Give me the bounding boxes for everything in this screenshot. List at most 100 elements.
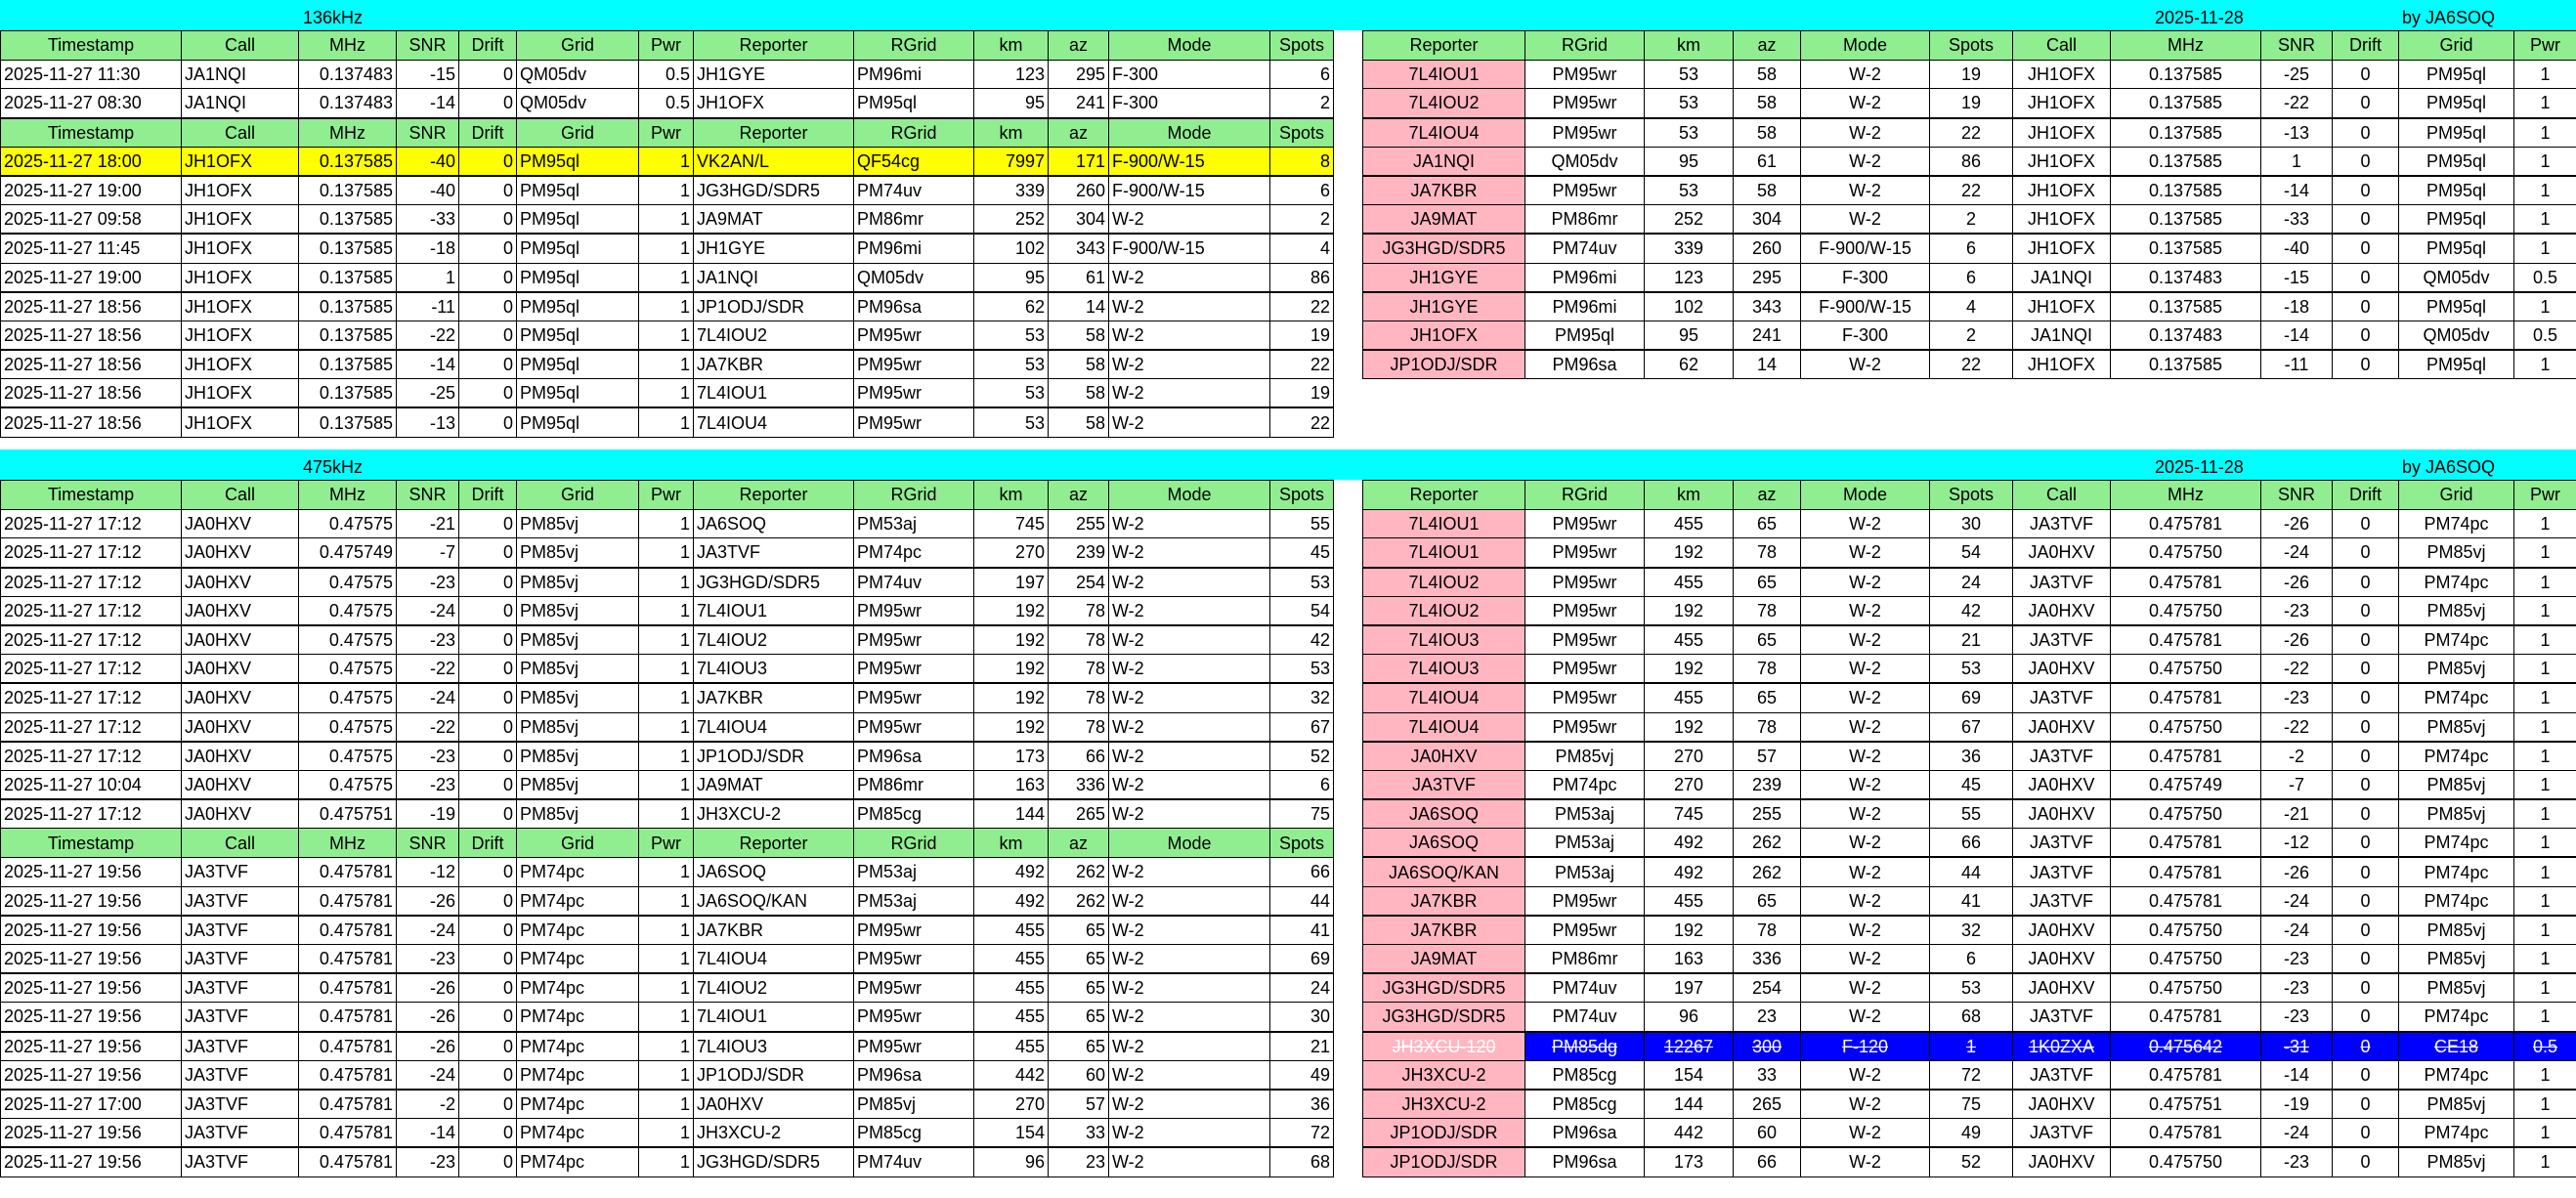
column-header[interactable]: Grid xyxy=(516,117,639,148)
column-header[interactable]: SNR xyxy=(396,117,459,148)
column-header[interactable]: Drift xyxy=(458,828,517,858)
column-header[interactable]: Pwr xyxy=(2513,480,2576,510)
column-header[interactable]: az xyxy=(1048,117,1109,148)
column-header[interactable]: Pwr xyxy=(638,828,694,858)
table-row[interactable]: 2025-11-27 11:45 JH1OFX 0.137585 -18 0 PM95ql… xyxy=(0,233,1334,264)
column-header[interactable]: RGrid xyxy=(853,480,974,510)
column-header[interactable]: MHz xyxy=(298,480,397,510)
table-row[interactable]: 2025-11-27 18:56 JH1OFX 0.137585 -13 0 PM95ql… xyxy=(0,406,1334,438)
column-header[interactable]: Call xyxy=(2012,30,2111,61)
column-header[interactable]: Mode xyxy=(1108,30,1270,61)
table-row[interactable]: 2025-11-27 17:12 JA0HXV 0.47575 -24 0 PM85vj 1… xyxy=(0,595,1334,626)
column-header[interactable]: SNR xyxy=(396,480,459,510)
column-header[interactable]: km xyxy=(973,480,1049,510)
table-row[interactable]: 2025-11-27 17:12 JA0HXV 0.47575 -22 0 PM85vj 1… xyxy=(0,654,1334,685)
table-row[interactable]: JH3XCU-2 PM85cg 144 265 W-2 75 JA0HXV 0.475751-… xyxy=(1362,1089,2576,1120)
column-header[interactable]: Mode xyxy=(1108,480,1270,510)
column-header[interactable]: Drift xyxy=(2332,30,2399,61)
table-row[interactable]: 2025-11-27 17:12 JA0HXV 0.47575 -24 0 PM85vj 1… xyxy=(0,682,1334,713)
column-header[interactable]: Pwr xyxy=(638,30,694,61)
column-header[interactable]: az xyxy=(1733,480,1801,510)
column-header[interactable]: MHz xyxy=(298,828,397,858)
table-row[interactable]: 2025-11-27 19:00 JH1OFX 0.137585 -40 0 PM95ql… xyxy=(0,175,1334,206)
column-header[interactable]: Drift xyxy=(458,30,517,61)
column-header[interactable]: RGrid xyxy=(853,117,974,148)
table-row[interactable]: 7L4IOU4 PM95wr 192 78 W-2 67 JA0HXV 0.475750 -22… xyxy=(1362,711,2576,743)
table-row[interactable]: JH1OFX PM95ql 95 241 F-300 2 JA1NQI 0.137483 -14… xyxy=(1362,320,2576,352)
column-header[interactable]: RGrid xyxy=(853,30,974,61)
table-row[interactable]: JA6SOQ PM53aj 492 262 W-2 66 JA3TVF 0.475781 -12… xyxy=(1362,828,2576,859)
table-row[interactable]: JA1NQI QM05dv 95 61 W-2 86 JH1OFX 0.137585 1 0 PM9… xyxy=(1362,146,2576,177)
table-row[interactable]: 2025-11-27 17:12 JA0HXV 0.475751 -19 0 PM85vj… xyxy=(0,798,1334,830)
column-header[interactable]: az xyxy=(1048,480,1109,510)
column-header[interactable]: km xyxy=(973,30,1049,61)
column-header[interactable]: MHz xyxy=(298,117,397,148)
table-row[interactable]: 7L4IOU2 PM95wr 53 58 W-2 19 JH1OFX 0.137585 -22 0… xyxy=(1362,88,2576,119)
column-header[interactable]: Timestamp xyxy=(0,480,182,510)
table-row[interactable]: JA7KBR PM95wr 192 78 W-2 32 JA0HXV 0.475750 -24 0… xyxy=(1362,915,2576,945)
column-header[interactable]: Spots xyxy=(1269,117,1334,148)
table-row[interactable]: 2025-11-27 18:56 JH1OFX 0.137585 -14 0 PM95ql… xyxy=(0,349,1334,380)
column-header[interactable]: Call xyxy=(2012,480,2111,510)
column-header[interactable]: Call xyxy=(181,30,299,61)
column-header[interactable]: Mode xyxy=(1800,480,1930,510)
table-row[interactable]: JG3HGD/SDR5 PM74uv 339 260 F-900/W-15 6 JH1OFX… xyxy=(1362,233,2576,264)
table-row[interactable]: 7L4IOU1 PM95wr 53 58 W-2 19 JH1OFX 0.137585 -25 0… xyxy=(1362,59,2576,90)
column-header[interactable]: Timestamp xyxy=(0,828,182,858)
column-header[interactable]: km xyxy=(1644,30,1734,61)
table-row[interactable]: JA9MAT PM86mr 163 336 W-2 6 JA0HXV 0.475750 -23 0… xyxy=(1362,944,2576,975)
table-row[interactable]: JA7KBR PM95wr 455 65 W-2 41 JA3TVF 0.475781 -24 0… xyxy=(1362,885,2576,917)
column-header[interactable]: Spots xyxy=(1269,480,1334,510)
table-row[interactable]: JA7KBR PM95wr 53 58 W-2 22 JH1OFX 0.137585 -14 0 P… xyxy=(1362,175,2576,206)
column-header[interactable]: Spots xyxy=(1269,828,1334,858)
column-header[interactable]: SNR xyxy=(396,828,459,858)
table-row[interactable]: JG3HGD/SDR5 PM74uv 197 254 W-2 53 JA0HXV 0.4757… xyxy=(1362,972,2576,1004)
column-header[interactable]: Grid xyxy=(2398,30,2514,61)
table-row[interactable]: 7L4IOU1 PM95wr 192 78 W-2 54 JA0HXV 0.475750 -24… xyxy=(1362,537,2576,569)
table-row[interactable]: 7L4IOU4 PM95wr 455 65 W-2 69 JA3TVF 0.475781 -23… xyxy=(1362,682,2576,713)
column-header[interactable]: az xyxy=(1048,30,1109,61)
column-header[interactable]: MHz xyxy=(298,30,397,61)
table-row[interactable]: JA6SOQ/KAN PM53aj 492 262 W-2 44 JA3TVF 0.47578… xyxy=(1362,856,2576,887)
column-header[interactable]: km xyxy=(1644,480,1734,510)
column-header[interactable]: Mode xyxy=(1800,30,1930,61)
table-row[interactable]: 2025-11-27 19:56 JA3TVF 0.475781 -23 0 PM74pc… xyxy=(0,944,1334,975)
table-row[interactable]: 2025-11-27 08:30 JA1NQI 0.137483 -14 0 QM05dv… xyxy=(0,88,1334,119)
column-header[interactable]: SNR xyxy=(2260,480,2333,510)
column-header[interactable]: Reporter xyxy=(693,828,854,858)
table-row[interactable]: 7L4IOU1 PM95wr 455 65 W-2 30 JA3TVF 0.475781 -26… xyxy=(1362,508,2576,539)
column-header[interactable]: Reporter xyxy=(1362,480,1525,510)
table-row[interactable]: 2025-11-27 19:56 JA3TVF 0.475781 -24 0 PM74pc… xyxy=(0,1059,1334,1091)
column-header[interactable]: Pwr xyxy=(2513,30,2576,61)
column-header[interactable]: Grid xyxy=(516,30,639,61)
column-header[interactable]: Pwr xyxy=(638,117,694,148)
column-header[interactable]: SNR xyxy=(2260,30,2333,61)
table-row[interactable]: 2025-11-27 17:00 JA3TVF 0.475781 -2 0 PM74pc 1… xyxy=(0,1089,1334,1120)
column-header[interactable]: Timestamp xyxy=(0,30,182,61)
table-row[interactable]: 2025-11-27 19:00 JH1OFX 0.137585 1 0 PM95ql 1 J… xyxy=(0,262,1334,293)
table-row[interactable]: 2025-11-27 18:56 JH1OFX 0.137585 -11 0 PM95ql… xyxy=(0,291,1334,321)
column-header[interactable]: Grid xyxy=(516,828,639,858)
table-row[interactable]: JP1ODJ/SDR PM96sa 173 66 W-2 52 JA0HXV 0.475750… xyxy=(1362,1146,2576,1177)
column-header[interactable]: Reporter xyxy=(693,30,854,61)
table-row[interactable]: JH1GYE PM96mi 123 295 F-300 6 JA1NQI 0.137483 -1… xyxy=(1362,262,2576,293)
table-row[interactable]: 2025-11-27 11:30 JA1NQI 0.137483 -15 0 QM05dv… xyxy=(0,59,1334,90)
column-header[interactable]: Reporter xyxy=(693,117,854,148)
table-row[interactable]: 2025-11-27 19:56 JA3TVF 0.475781 -12 0 PM74pc… xyxy=(0,856,1334,887)
table-row[interactable]: 2025-11-27 18:56 JH1OFX 0.137585 -22 0 PM95ql… xyxy=(0,320,1334,352)
column-header[interactable]: Call xyxy=(181,117,299,148)
column-header[interactable]: az xyxy=(1733,30,1801,61)
table-row[interactable]: 7L4IOU3 PM95wr 455 65 W-2 21 JA3TVF 0.475781 -26… xyxy=(1362,624,2576,656)
column-header[interactable]: Grid xyxy=(516,480,639,510)
column-header[interactable]: km xyxy=(973,828,1049,858)
table-row[interactable]: JH3XCU-2 PM85cg 154 33 W-2 72 JA3TVF 0.475781 -1… xyxy=(1362,1059,2576,1091)
column-header[interactable]: Mode xyxy=(1108,117,1270,148)
table-row[interactable]: 2025-11-27 17:12 JA0HXV 0.47575 -23 0 PM85vj 1… xyxy=(0,567,1334,597)
column-header[interactable]: RGrid xyxy=(853,828,974,858)
table-row[interactable]: JH3XCU-120 PM85dg 12267 300 F-120 1 1K0ZXA 0.47… xyxy=(1362,1031,2576,1061)
column-header[interactable]: Drift xyxy=(458,480,517,510)
table-row[interactable]: 2025-11-27 19:56 JA3TVF 0.475781 -24 0 PM74pc… xyxy=(0,915,1334,945)
column-header[interactable]: Drift xyxy=(458,117,517,148)
table-row[interactable]: 2025-11-27 17:12 JA0HXV 0.47575 -21 0 PM85vj 1… xyxy=(0,508,1334,539)
table-row[interactable]: 2025-11-27 17:12 JA0HXV 0.475749 -7 0 PM85vj 1… xyxy=(0,537,1334,569)
